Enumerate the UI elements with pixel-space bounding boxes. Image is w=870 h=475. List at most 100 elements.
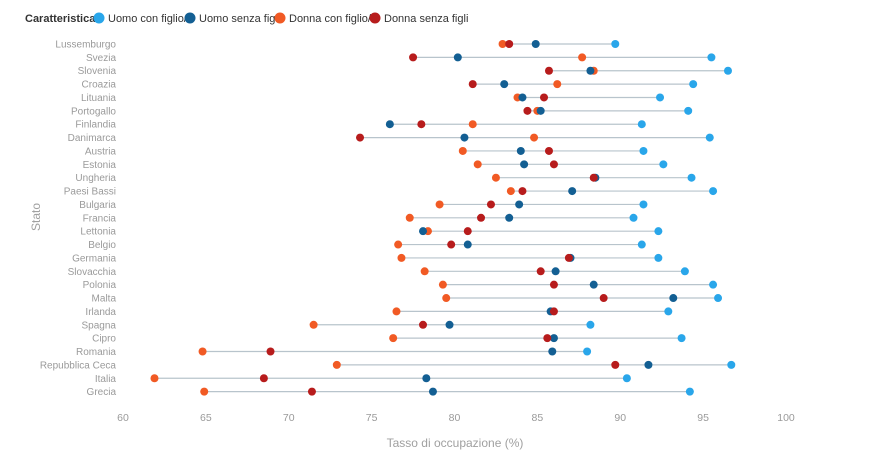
point-uomo-senza bbox=[568, 187, 577, 196]
legend-label-uomo_con: Uomo con figlio/i bbox=[108, 13, 189, 25]
point-uomo-senza bbox=[644, 360, 653, 369]
point-donna-senza bbox=[447, 240, 456, 249]
point-donna-con bbox=[389, 334, 398, 343]
point-donna-con bbox=[392, 307, 401, 316]
x-tick-label: 65 bbox=[200, 412, 212, 424]
point-donna-senza bbox=[463, 227, 472, 236]
point-uomo-senza bbox=[460, 133, 469, 142]
point-uomo-con bbox=[659, 160, 668, 169]
data-points bbox=[150, 40, 736, 396]
point-donna-senza bbox=[549, 307, 558, 316]
point-uomo-senza bbox=[549, 334, 558, 343]
point-donna-con bbox=[405, 213, 414, 222]
point-donna-senza bbox=[419, 320, 428, 329]
legend-swatch-uomo_senza bbox=[184, 12, 196, 24]
point-uomo-senza bbox=[516, 146, 525, 155]
point-uomo-senza bbox=[589, 280, 598, 289]
x-axis-ticks: 60 65 70 75 80 85 90 95 100 bbox=[117, 412, 795, 424]
point-donna-con bbox=[473, 160, 482, 169]
point-donna-con bbox=[468, 120, 477, 129]
category-label: Croazia bbox=[82, 80, 117, 91]
category-label: Malta bbox=[92, 294, 117, 305]
category-label: Slovenia bbox=[78, 66, 117, 77]
point-uomo-senza bbox=[669, 294, 678, 303]
point-donna-senza bbox=[540, 93, 549, 102]
point-donna-senza bbox=[486, 200, 495, 209]
x-tick-label: 70 bbox=[283, 412, 295, 424]
point-uomo-senza bbox=[419, 227, 428, 236]
point-donna-senza bbox=[544, 66, 553, 75]
point-donna-con bbox=[200, 387, 209, 396]
point-donna-con bbox=[578, 53, 587, 62]
category-label: Germania bbox=[72, 253, 116, 264]
x-tick-label: 90 bbox=[614, 412, 626, 424]
point-uomo-con bbox=[680, 267, 689, 276]
category-label: Lituania bbox=[81, 93, 116, 104]
category-label: Paesi Bassi bbox=[64, 187, 116, 198]
category-label: Romania bbox=[76, 347, 116, 358]
point-donna-con bbox=[458, 146, 467, 155]
connector-lines bbox=[154, 43, 732, 393]
point-donna-senza bbox=[611, 360, 620, 369]
point-uomo-senza bbox=[518, 93, 527, 102]
x-tick-label: 100 bbox=[777, 412, 795, 424]
point-uomo-con bbox=[586, 320, 595, 329]
point-uomo-con bbox=[714, 294, 723, 303]
point-donna-senza bbox=[549, 160, 558, 169]
point-donna-con bbox=[438, 280, 447, 289]
point-donna-senza bbox=[536, 267, 545, 276]
point-uomo-con bbox=[622, 374, 631, 383]
point-donna-con bbox=[491, 173, 500, 182]
point-donna-senza bbox=[589, 173, 598, 182]
point-donna-con bbox=[498, 40, 507, 48]
point-donna-con bbox=[435, 200, 444, 209]
point-uomo-senza bbox=[500, 80, 509, 89]
point-donna-con bbox=[530, 133, 539, 142]
legend-swatch-uomo_con bbox=[93, 12, 105, 24]
category-label: Repubblica Ceca bbox=[40, 360, 117, 371]
point-uomo-senza bbox=[586, 66, 595, 75]
point-uomo-con bbox=[639, 146, 648, 155]
point-donna-senza bbox=[477, 213, 486, 222]
category-label: Belgio bbox=[88, 240, 116, 251]
y-axis-title: Stato bbox=[29, 203, 43, 231]
point-donna-con bbox=[397, 253, 406, 262]
point-uomo-senza bbox=[445, 320, 454, 329]
point-donna-senza bbox=[409, 53, 418, 62]
point-donna-senza bbox=[523, 106, 532, 115]
category-label: Lettonia bbox=[80, 227, 116, 238]
category-label: Grecia bbox=[87, 387, 117, 398]
point-uomo-con bbox=[723, 66, 732, 75]
category-label: Estonia bbox=[83, 160, 117, 171]
category-label: Lussemburgo bbox=[55, 40, 116, 51]
category-label: Polonia bbox=[83, 280, 117, 291]
point-uomo-senza bbox=[385, 120, 394, 129]
point-uomo-senza bbox=[453, 53, 462, 62]
legend: Caratteristica Uomo con figlio/i Uomo sen… bbox=[25, 12, 468, 25]
point-donna-senza bbox=[468, 80, 477, 89]
x-axis-title: Tasso di occupazione (%) bbox=[387, 436, 524, 450]
point-uomo-con bbox=[687, 173, 696, 182]
category-label: Irlanda bbox=[85, 307, 116, 318]
point-donna-senza bbox=[599, 294, 608, 303]
x-tick-label: 85 bbox=[532, 412, 544, 424]
point-donna-senza bbox=[544, 146, 553, 155]
point-donna-senza bbox=[564, 253, 573, 262]
category-label: Francia bbox=[83, 213, 117, 224]
point-donna-con bbox=[332, 360, 341, 369]
point-donna-con bbox=[420, 267, 429, 276]
point-donna-con bbox=[442, 294, 451, 303]
point-uomo-senza bbox=[422, 374, 431, 383]
point-donna-con bbox=[394, 240, 403, 249]
point-uomo-con bbox=[654, 253, 663, 262]
point-uomo-con bbox=[656, 93, 665, 102]
x-tick-label: 80 bbox=[449, 412, 461, 424]
point-donna-con bbox=[309, 320, 318, 329]
point-uomo-con bbox=[664, 307, 673, 316]
point-donna-con bbox=[198, 347, 207, 356]
point-uomo-con bbox=[654, 227, 663, 236]
point-donna-senza bbox=[505, 40, 514, 48]
point-uomo-con bbox=[684, 106, 693, 115]
point-uomo-senza bbox=[548, 347, 557, 356]
